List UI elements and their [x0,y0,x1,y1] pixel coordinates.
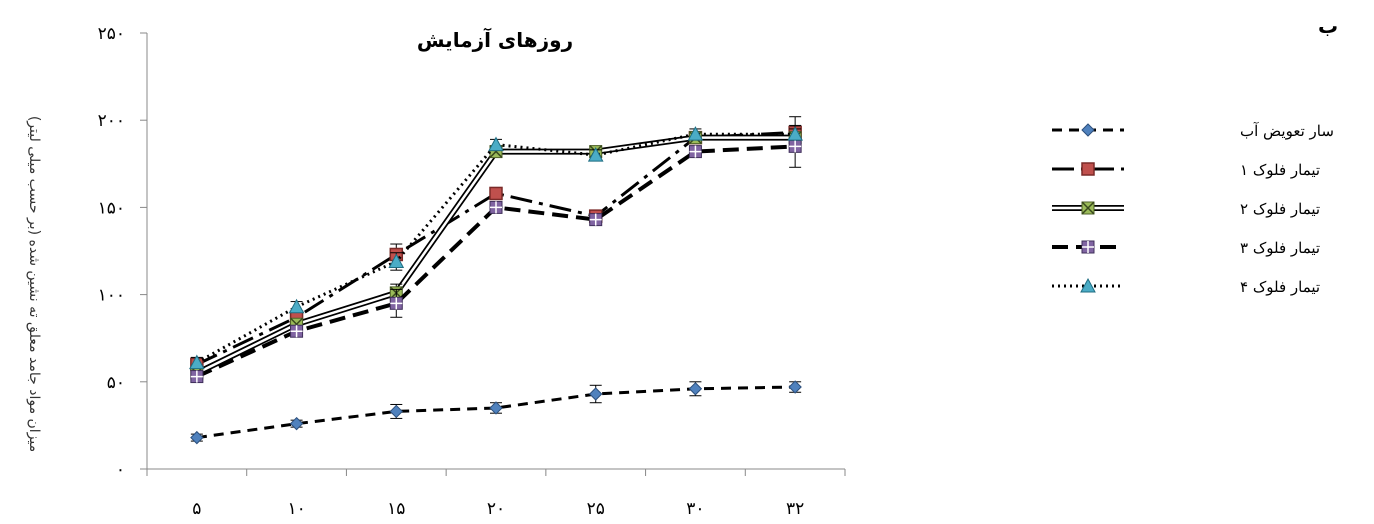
y-tick-label: ۲۵۰ [98,24,125,44]
legend-label: سار تعویض آب [1240,122,1334,140]
data-point-cross [589,213,602,226]
data-point-cross [290,325,303,338]
legend-entry-1: سار تعویض آب [1052,122,1334,140]
panel-label: ب [1318,14,1339,38]
data-point [489,401,503,415]
y-tick-label: ۱۵۰ [98,198,125,218]
series-4 [190,124,802,384]
legend-marker [1081,162,1095,176]
data-point [389,404,403,419]
y-tick-label: ۲۰۰ [98,111,125,131]
legend-entry-5: تیمار فلوک ۴ [1052,277,1320,296]
legend-entry-2: تیمار فلوک ۱ [1052,161,1320,179]
data-point [687,126,704,141]
y-tick-label: ۰ [116,460,125,480]
data-point-cross [190,370,203,383]
legend-marker [1080,277,1096,293]
legend-marker-cross [1081,201,1095,215]
data-point [288,298,305,314]
x-tick-label: ۲۵ [587,499,605,519]
legend-entry-3: تیمار فلوک ۲ [1052,200,1320,218]
data-point [589,387,603,401]
series-5 [189,126,803,370]
data-point-cross [689,145,702,158]
x-tick-label: ۱۰ [287,499,305,519]
series-3 [190,131,802,380]
legend-label: تیمار فلوک ۴ [1240,278,1320,296]
series-1 [190,380,802,445]
series-line [196,144,796,379]
y-tick-label: ۱۰۰ [98,286,125,306]
legend-entry-4: تیمار فلوک ۳ [1052,239,1320,257]
legend-marker-cross [1082,241,1094,253]
y-tick-label: ۵۰ [107,373,125,393]
data-point [289,416,304,431]
x-tick-label: ۳۲ [786,499,804,519]
legend-label: تیمار فلوک ۱ [1240,161,1320,179]
data-point-cross [390,297,403,310]
legend-label: تیمار فلوک ۳ [1240,239,1320,257]
data-point [388,253,405,268]
legend-label: تیمار فلوک ۲ [1240,200,1320,218]
data-point [688,382,703,396]
legend-marker [1081,123,1095,137]
data-point [788,380,802,394]
data-point [189,354,205,370]
chart-title: روزهای آزمایش [416,28,574,52]
data-point [489,186,503,201]
x-tick-label: ۱۵ [387,499,405,519]
data-point [190,430,204,445]
data-point-cross [789,140,802,153]
data-point-cross [490,201,502,214]
data-point [488,136,504,152]
data-point [587,147,604,162]
data-point [787,126,803,141]
x-tick-label: ۲۰ [487,499,505,519]
x-tick-label: ۳۰ [686,499,704,519]
x-tick-label: ۵ [192,499,201,519]
